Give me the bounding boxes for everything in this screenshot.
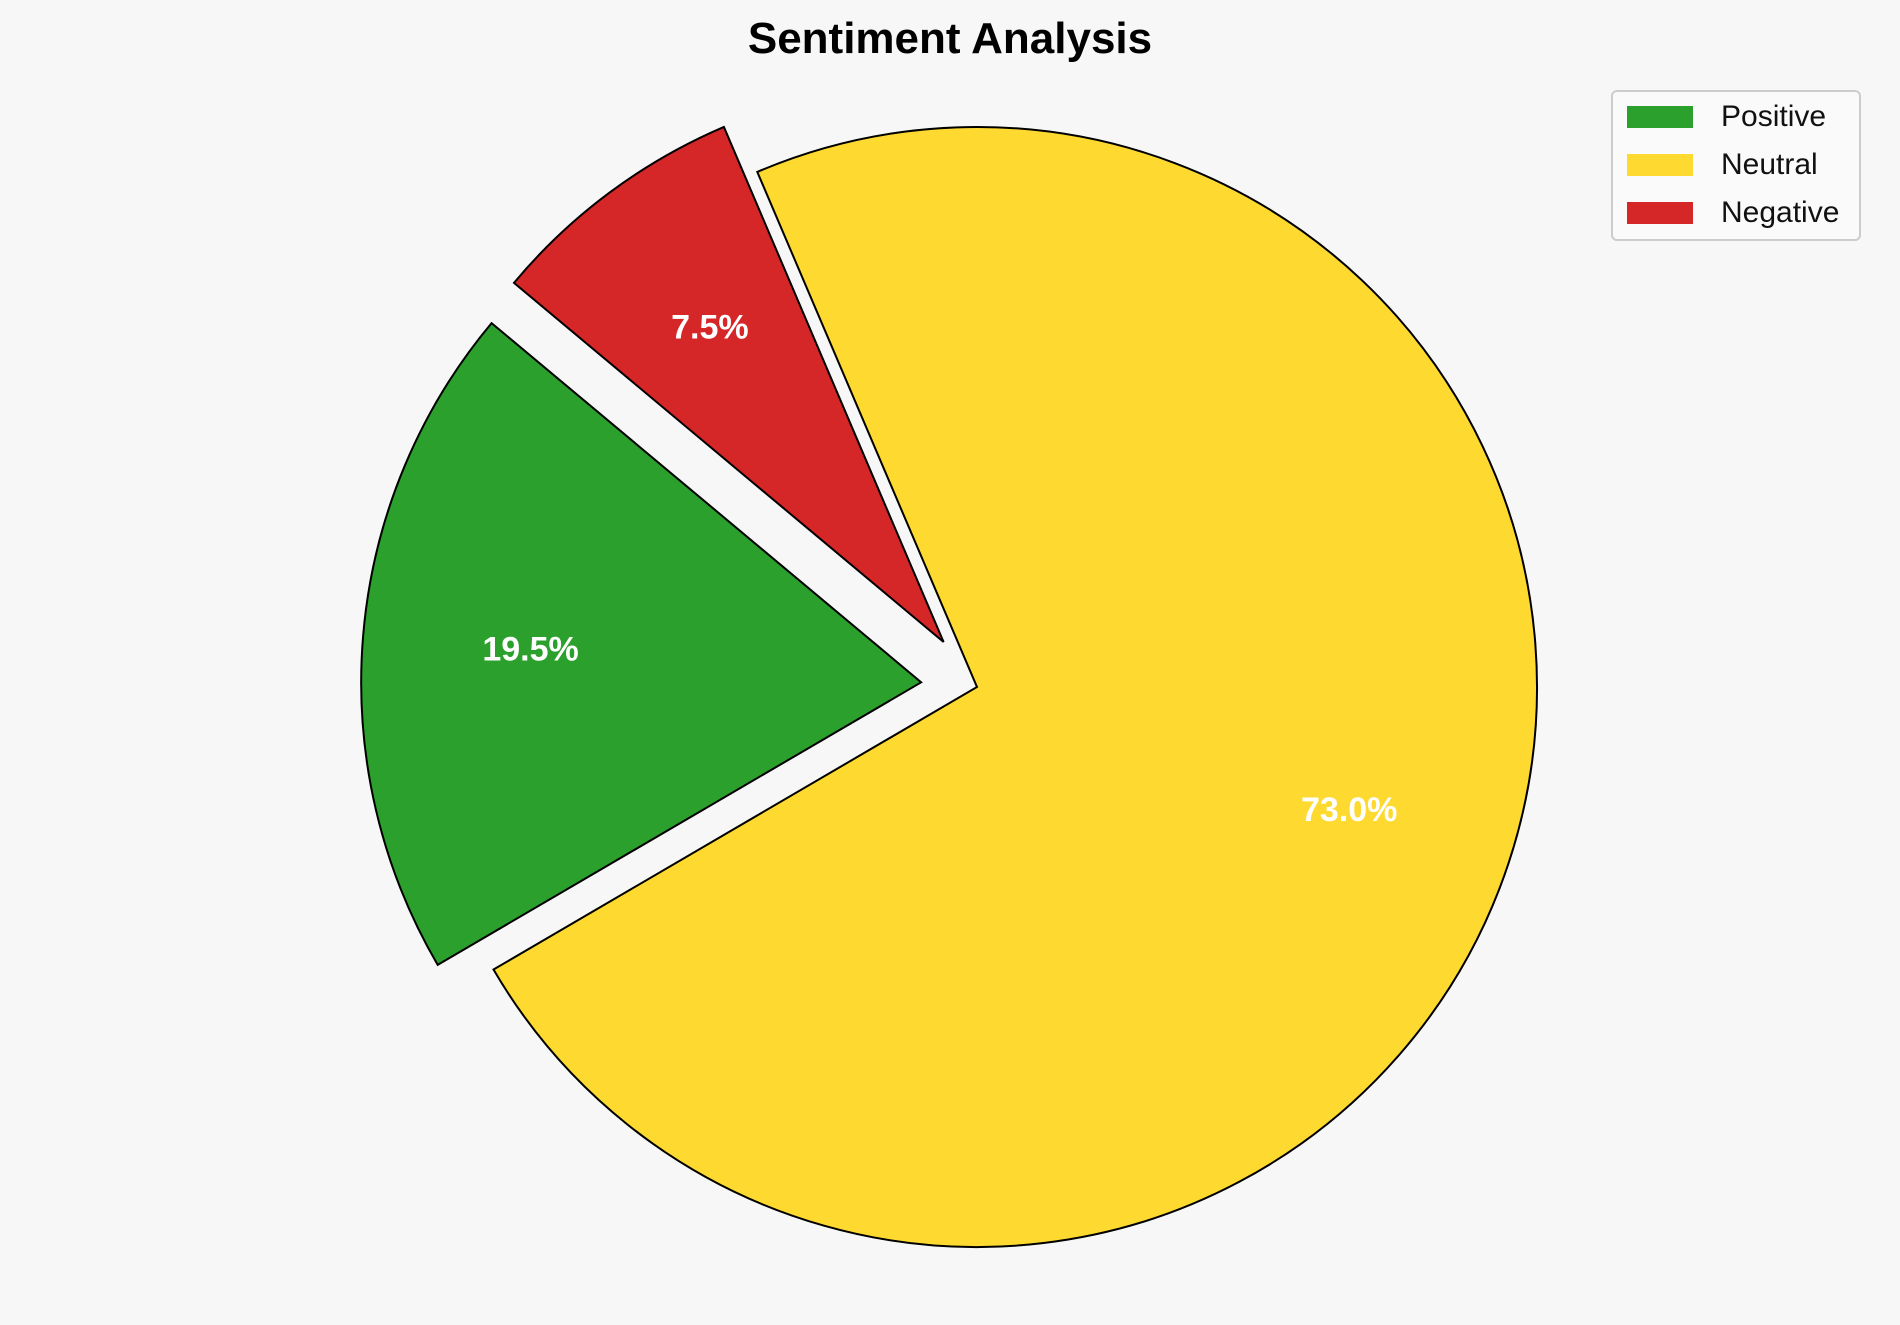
chart-title: Sentiment Analysis [747,14,1153,63]
legend-label: Negative [1721,196,1840,229]
legend: Positive Neutral Negative [1611,90,1861,241]
pie-slice-positive [360,321,923,967]
pie-slice-neutral [492,126,1538,1248]
legend-swatch [1627,154,1693,176]
legend-item-negative: Negative [1627,196,1840,229]
legend-label: Neutral [1721,148,1818,181]
pie-slice-negative [512,125,945,643]
legend-label: Positive [1721,100,1827,133]
pie-label-positive: 19.5% [482,631,578,669]
pie-label-negative: 7.5% [671,308,749,346]
pie-label-neutral: 73.0% [1301,791,1397,829]
legend-swatch [1627,202,1693,224]
legend-swatch [1627,106,1693,128]
legend-item-positive: Positive [1627,100,1827,133]
legend-item-neutral: Neutral [1627,148,1818,181]
